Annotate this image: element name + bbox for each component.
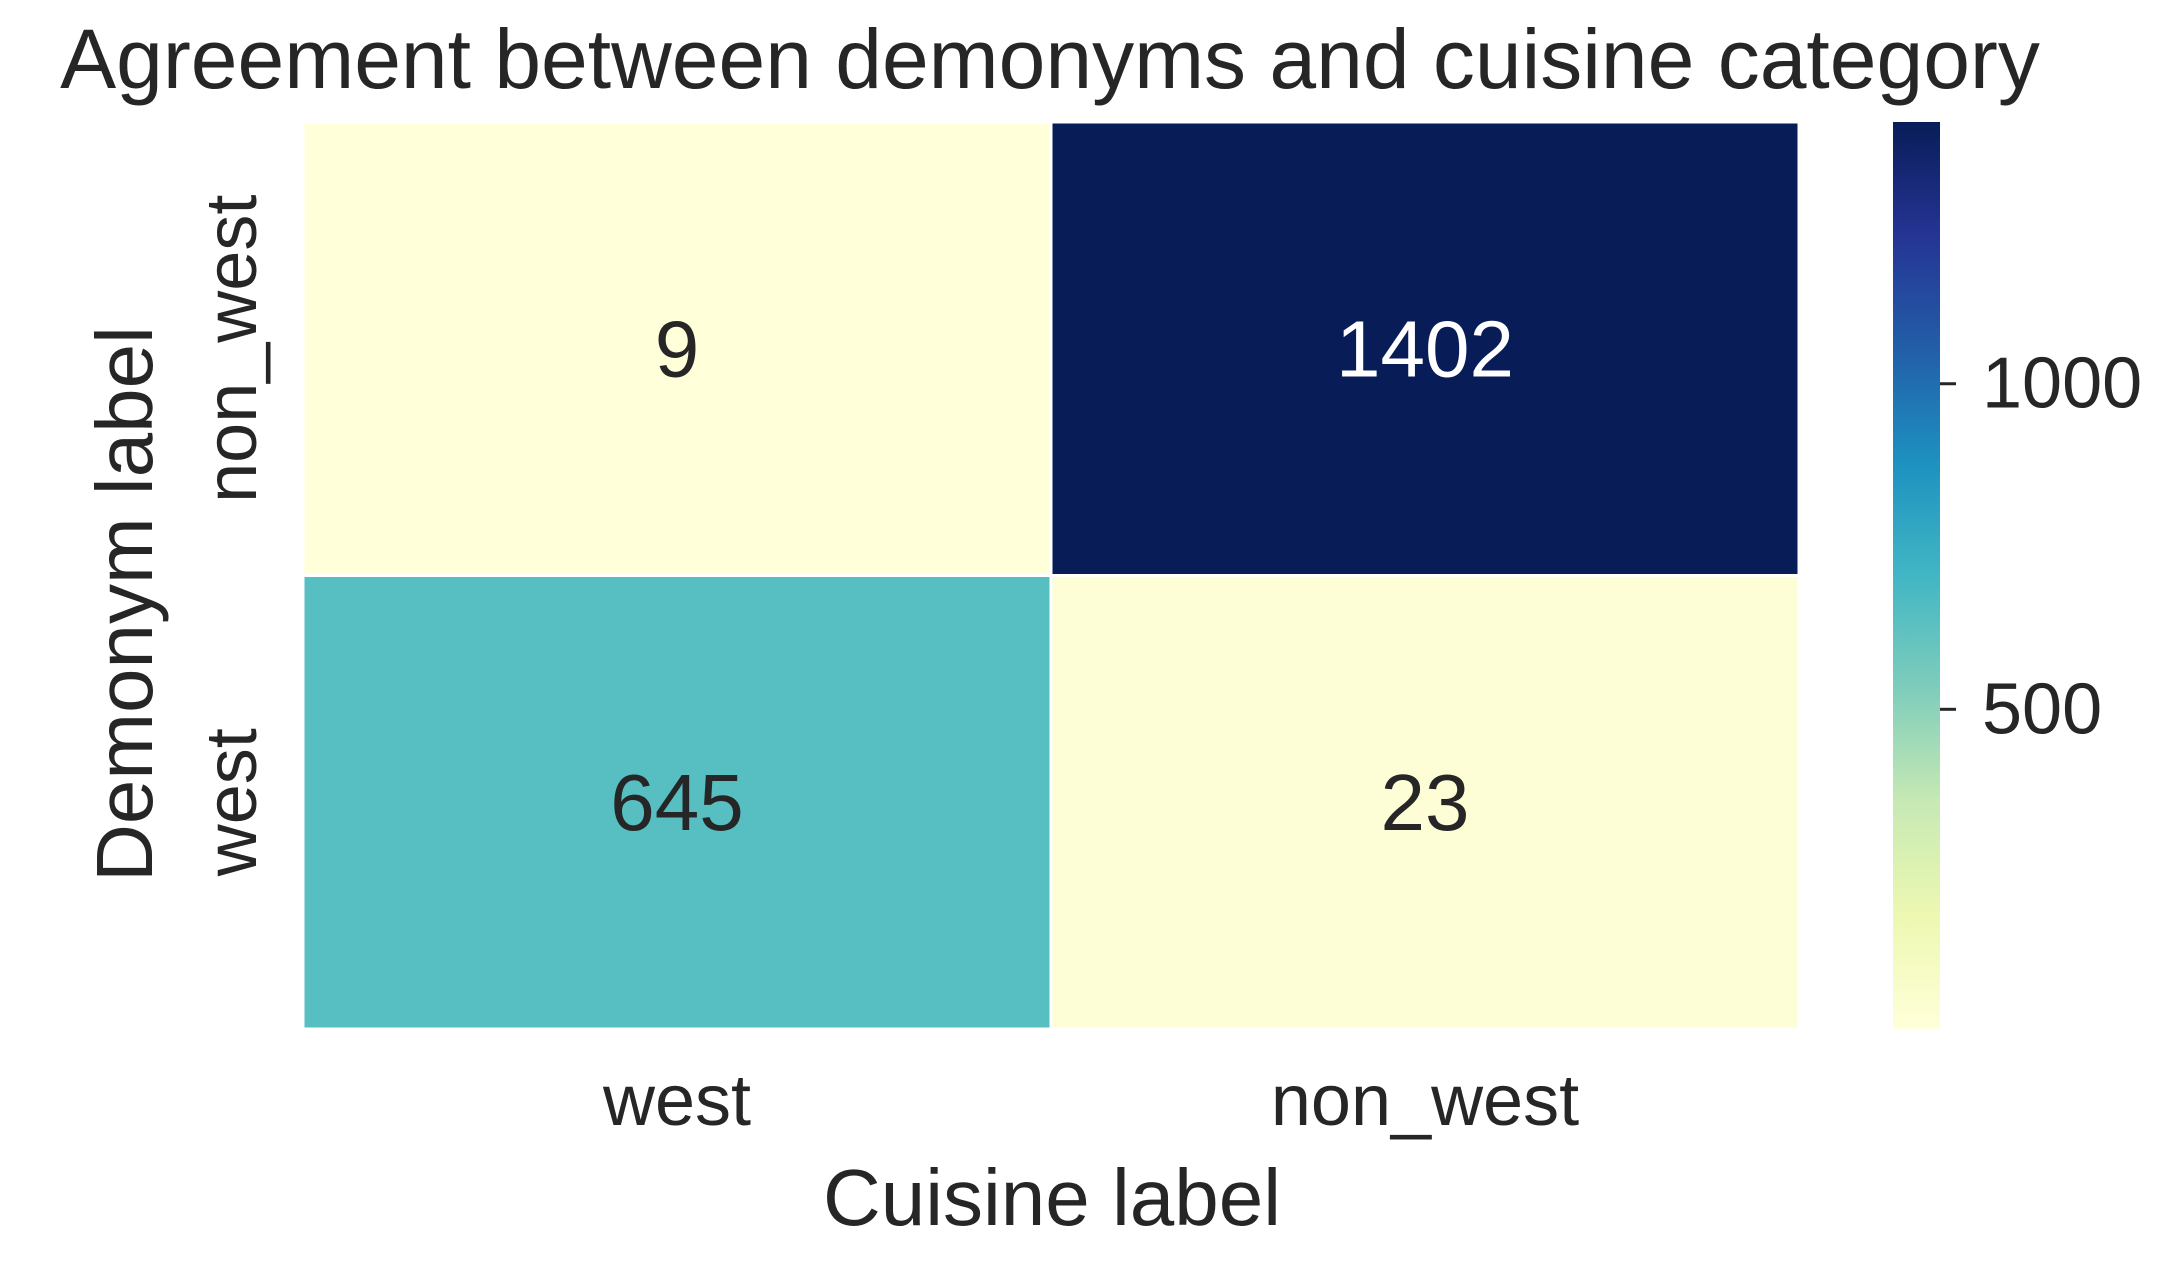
colorbar-ticks: 500 1000 (1940, 344, 2142, 749)
colorbar-tick-label: 500 (1982, 669, 2102, 749)
cell-value-label: 23 (1381, 758, 1470, 847)
heatmap-cell (301, 574, 1053, 1031)
colorbar (1893, 122, 1940, 1029)
cell-annotations: 9 1402 645 23 (610, 304, 1514, 847)
cell-value-label: 9 (655, 304, 700, 393)
x-tick-label: west (602, 1061, 751, 1141)
heatmap-cell (1049, 120, 1801, 577)
x-axis-label: Cuisine label (823, 1153, 1281, 1242)
colorbar-tick-label: 1000 (1982, 344, 2142, 424)
chart-title: Agreement between demonyms and cuisine c… (60, 12, 2040, 106)
heatmap-cell (1049, 574, 1801, 1031)
y-axis-label: Demonym label (80, 326, 169, 882)
cell-value-label: 645 (610, 758, 743, 847)
heatmap-cells (301, 120, 1801, 1031)
heatmap-cell (301, 120, 1053, 577)
x-tick-labels: west non_west (602, 1061, 1579, 1141)
cell-value-label: 1402 (1336, 304, 1514, 393)
x-tick-label: non_west (1271, 1061, 1579, 1141)
y-tick-label: west (192, 728, 272, 877)
y-tick-label: non_west (192, 195, 272, 503)
